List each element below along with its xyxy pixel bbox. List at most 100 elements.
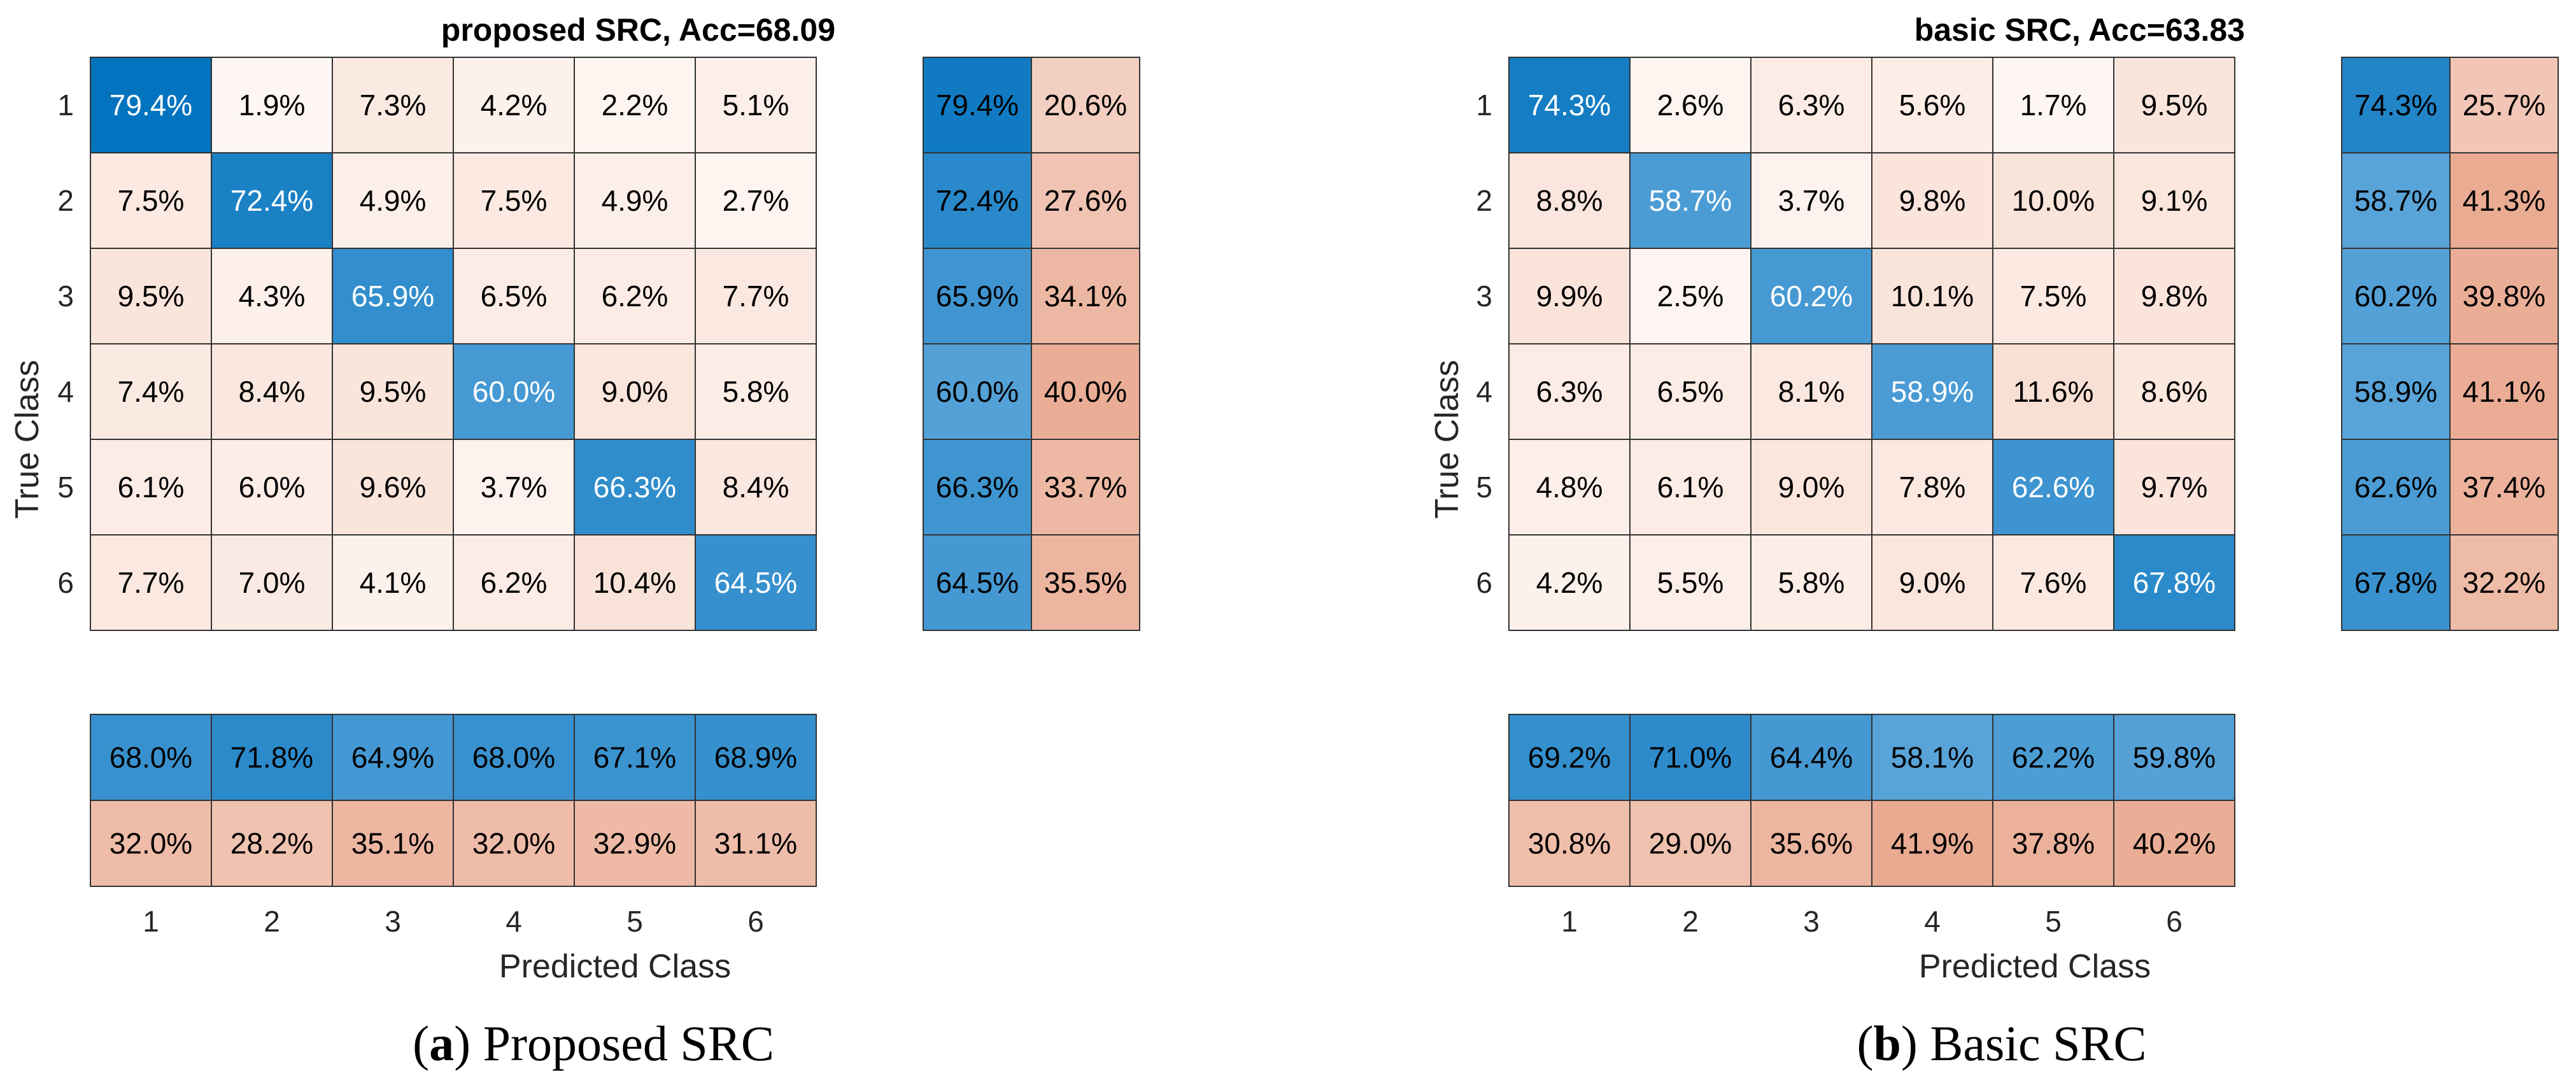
matrix-diagonal-cell-label: 72.4% [230,184,313,217]
row-summary-correct-cell: 60.2% [2341,248,2451,344]
column-summary-correct-cell-fill [1508,714,1631,801]
column-summary-incorrect-cell: 41.9% [1871,800,1993,887]
matrix-cell: 8.1% [1750,343,1872,440]
matrix-cell: 6.5% [453,248,575,344]
column-summary-incorrect-cell-fill [1508,800,1631,887]
matrix-diagonal-cell: 79.4% [90,57,212,153]
matrix-cell-fill [90,439,212,535]
matrix-cell-fill [1992,343,2114,440]
matrix-cell: 7.8% [1871,439,1993,535]
row-summary-incorrect-cell-fill [1031,57,1140,153]
matrix-diagonal-cell-label: 58.7% [1649,184,1732,217]
matrix-cell: 2.6% [1629,57,1752,153]
row-summary-incorrect-cell-label: 41.3% [2463,184,2545,217]
matrix-cell: 9.5% [2113,57,2235,153]
caption-letter: a [429,1016,454,1071]
matrix-cell-fill [453,439,575,535]
matrix-cell: 7.5% [453,152,575,249]
matrix-cell-fill [1508,343,1631,440]
y-tick-label: 2 [1476,184,1492,217]
matrix-cell-fill [1750,152,1872,249]
matrix-diagonal-cell: 64.5% [695,534,817,631]
matrix-cell-label: 8.4% [239,375,306,408]
matrix-cell-label: 4.1% [360,566,427,599]
matrix-cell: 9.5% [332,343,454,440]
matrix-diagonal-cell-label: 79.4% [110,89,192,122]
x-axis-label: Predicted Class [1919,948,2151,985]
row-summary-incorrect-cell-fill [1031,343,1140,440]
matrix-cell-fill [574,57,696,153]
matrix-cell: 9.7% [2113,439,2235,535]
row-summary-incorrect-cell-fill [2449,343,2559,440]
matrix-cell: 6.1% [90,439,212,535]
matrix-cell-label: 2.7% [723,184,789,217]
matrix-cell-fill [1871,248,1993,344]
matrix-diagonal-cell-label: 66.3% [593,471,676,504]
column-summary-incorrect-cell-label: 35.6% [1770,827,1853,860]
matrix-cell: 4.8% [1508,439,1631,535]
matrix-cell-label: 4.3% [239,280,306,313]
matrix-cell: 2.5% [1629,248,1752,344]
x-tick-label: 6 [747,905,764,938]
matrix-cell: 10.0% [1992,152,2114,249]
matrix-cell: 2.2% [574,57,696,153]
matrix-cell: 4.2% [453,57,575,153]
row-summary-correct-cell: 72.4% [923,152,1032,249]
matrix-cell: 4.9% [574,152,696,249]
row-summary-correct-cell-fill [2341,439,2451,535]
matrix-cell-label: 4.9% [360,184,427,217]
matrix-cell-fill [1871,152,1993,249]
matrix-cell: 1.9% [211,57,333,153]
matrix-cell-label: 11.6% [2013,375,2093,408]
column-summary-correct-cell: 68.9% [695,714,817,801]
row-summary-incorrect-cell-fill [1031,248,1140,344]
panel-title: basic SRC, Acc=63.83 [1914,12,2245,48]
matrix-cell-fill [1871,534,1993,631]
row-summary-correct-cell-fill [2341,534,2451,631]
matrix-diagonal-cell-fill [211,152,333,249]
row-summary-correct-cell: 65.9% [923,248,1032,344]
x-tick-label: 3 [385,905,401,938]
row-summary-incorrect-cell-label: 25.7% [2463,89,2545,122]
x-tick-label: 5 [626,905,643,938]
column-summary-incorrect-cell: 32.9% [574,800,696,887]
matrix-diagonal-cell: 65.9% [332,248,454,344]
matrix-cell-label: 10.1% [1891,280,1974,313]
row-summary-incorrect-cell-fill [2449,534,2559,631]
matrix-diagonal-cell: 58.7% [1629,152,1752,249]
matrix-cell: 5.8% [695,343,817,440]
row-summary-correct-cell-label: 74.3% [2354,89,2437,122]
matrix-cell: 6.3% [1750,57,1872,153]
matrix-cell: 9.8% [1871,152,1993,249]
matrix-cell-label: 3.7% [481,471,548,504]
matrix-cell-label: 9.0% [1778,471,1845,504]
matrix-cell-label: 9.5% [2141,89,2208,122]
column-summary-correct-cell-label: 68.0% [110,741,192,774]
row-summary-incorrect-cell-label: 41.1% [2463,375,2545,408]
matrix-cell-fill [453,534,575,631]
row-summary-correct-cell-label: 64.5% [936,566,1019,599]
matrix-cell-label: 6.2% [481,566,548,599]
matrix-diagonal-cell-fill [1508,57,1631,153]
matrix-diagonal-cell: 74.3% [1508,57,1631,153]
matrix-cell-label: 5.1% [723,89,789,122]
row-summary-incorrect-cell-label: 27.6% [1044,184,1127,217]
matrix-cell: 1.7% [1992,57,2114,153]
matrix-cell-label: 10.4% [593,566,676,599]
matrix-cell-label: 9.9% [1536,280,1603,313]
row-summary-correct-cell-fill [923,248,1032,344]
matrix-cell-label: 4.8% [1536,471,1603,504]
matrix-cell-fill [695,439,817,535]
row-summary-correct-cell: 58.7% [2341,152,2451,249]
matrix-cell-fill [332,439,454,535]
column-summary-correct-cell-label: 67.1% [593,741,676,774]
matrix-cell-fill [695,57,817,153]
matrix-cell-fill [1629,57,1752,153]
x-tick-label: 2 [264,905,280,938]
column-summary-correct-cell: 68.0% [453,714,575,801]
column-summary-correct-cell: 58.1% [1871,714,1993,801]
row-summary-incorrect-cell: 41.3% [2449,152,2559,249]
matrix-cell: 7.5% [1992,248,2114,344]
row-summary-incorrect-cell: 37.4% [2449,439,2559,535]
matrix-cell-fill [574,248,696,344]
